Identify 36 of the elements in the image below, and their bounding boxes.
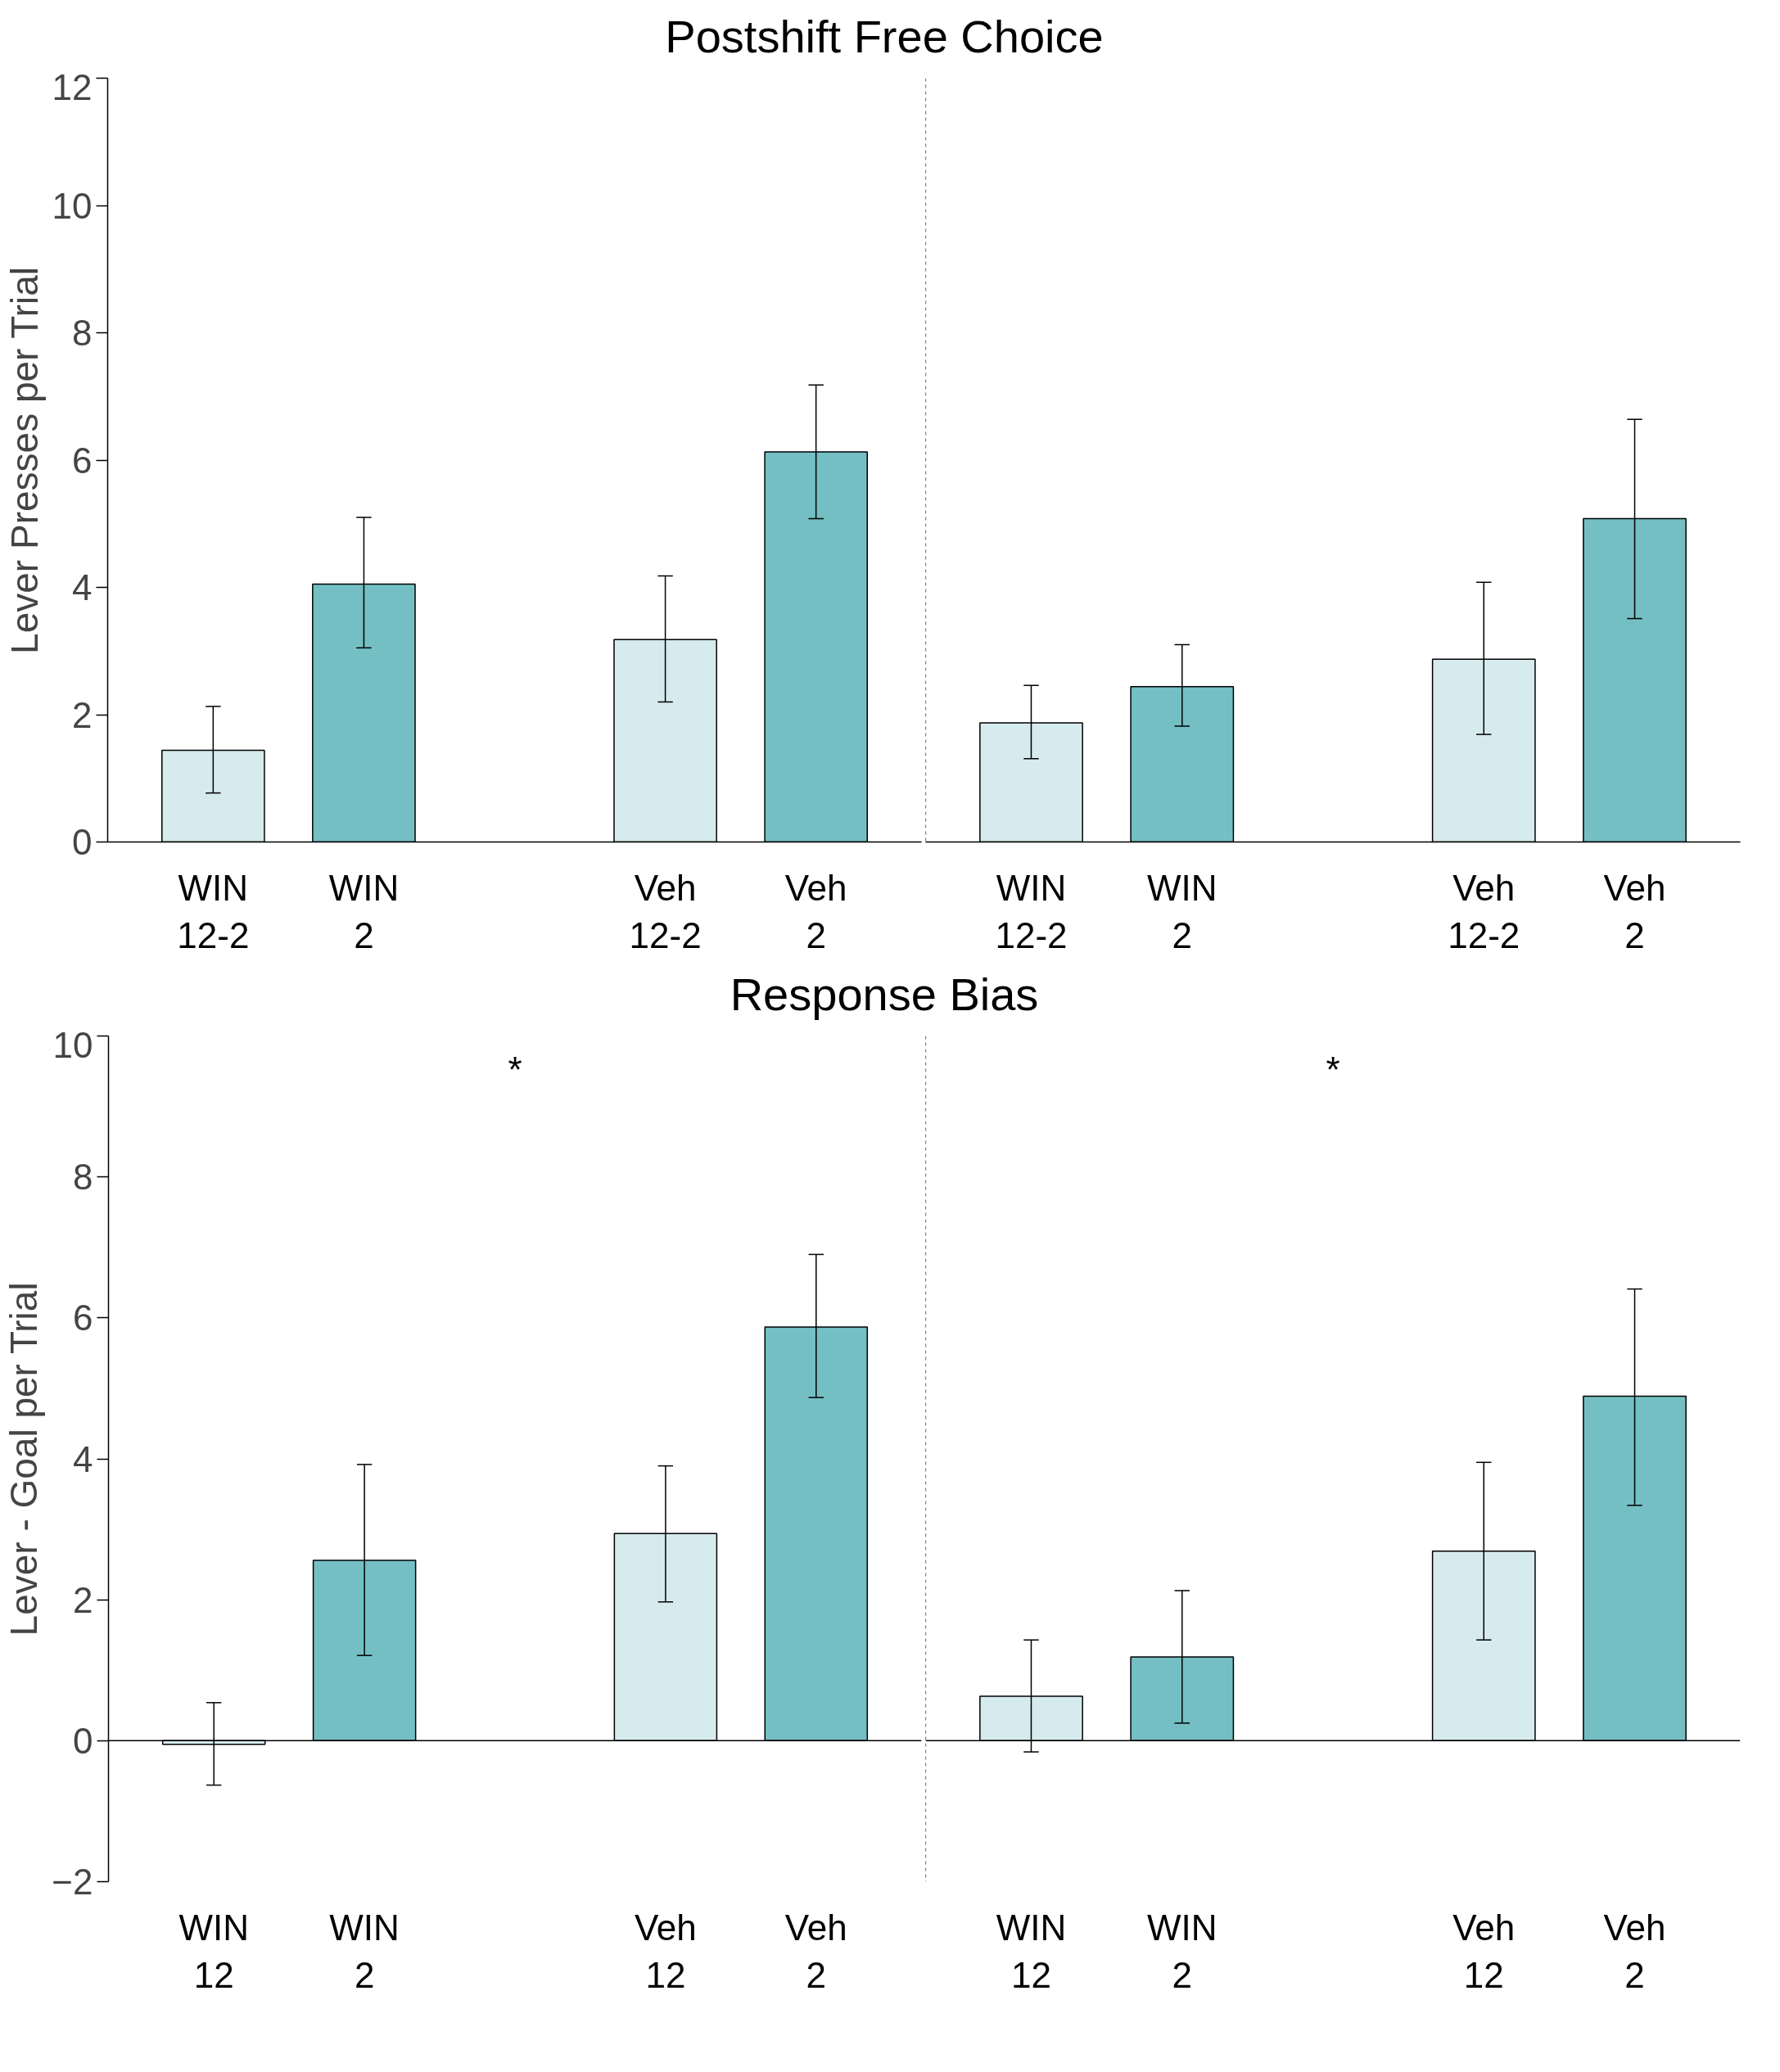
x-tick-label: Veh 2	[1603, 867, 1666, 956]
y-tick-label: 2	[72, 694, 93, 735]
x-tick-label: WIN 12-2	[995, 867, 1068, 956]
x-tick-label: Veh 2	[784, 1907, 847, 1996]
x-tick-label: Veh 12	[634, 1907, 697, 1996]
y-axis-title: Lever - Goal per Trial	[2, 1282, 46, 1636]
y-tick-label: −2	[52, 1862, 93, 1902]
y-axis-title: Lever Presses per Trial	[2, 266, 46, 654]
y-tick-label: 4	[72, 567, 93, 607]
x-tick-label: WIN 2	[328, 867, 400, 956]
chart-title: Response Bias	[730, 968, 1039, 1022]
y-tick-label: 2	[73, 1579, 93, 1620]
x-tick-label: Veh 2	[784, 867, 847, 956]
y-tick-label: 6	[72, 440, 93, 481]
x-tick-label: Veh 12-2	[1448, 867, 1520, 956]
annotation: *	[508, 1050, 522, 1090]
x-tick-label: Veh 12-2	[629, 867, 702, 956]
x-tick-label: WIN 2	[329, 1907, 400, 1996]
x-tick-label: WIN 12-2	[177, 867, 250, 956]
x-tick-label: WIN 2	[1146, 1907, 1218, 1996]
x-tick-label: WIN 2	[1146, 867, 1218, 956]
x-tick-label: Veh 12	[1452, 1907, 1516, 1996]
y-tick-label: 0	[72, 822, 93, 862]
y-tick-label: 10	[52, 185, 93, 226]
annotation: *	[1326, 1050, 1340, 1090]
y-tick-label: 6	[73, 1298, 93, 1338]
y-tick-label: 0	[73, 1720, 93, 1761]
y-tick-label: 8	[72, 313, 93, 353]
x-tick-label: Veh 2	[1603, 1907, 1666, 1996]
y-tick-label: 10	[52, 1024, 93, 1065]
y-tick-label: 8	[73, 1157, 93, 1198]
y-tick-label: 12	[52, 66, 93, 107]
y-tick-label: 4	[73, 1438, 93, 1479]
chart-title: Postshift Free Choice	[665, 10, 1104, 64]
x-tick-label: WIN 12	[178, 1907, 249, 1996]
x-tick-label: WIN 12	[996, 1907, 1067, 1996]
